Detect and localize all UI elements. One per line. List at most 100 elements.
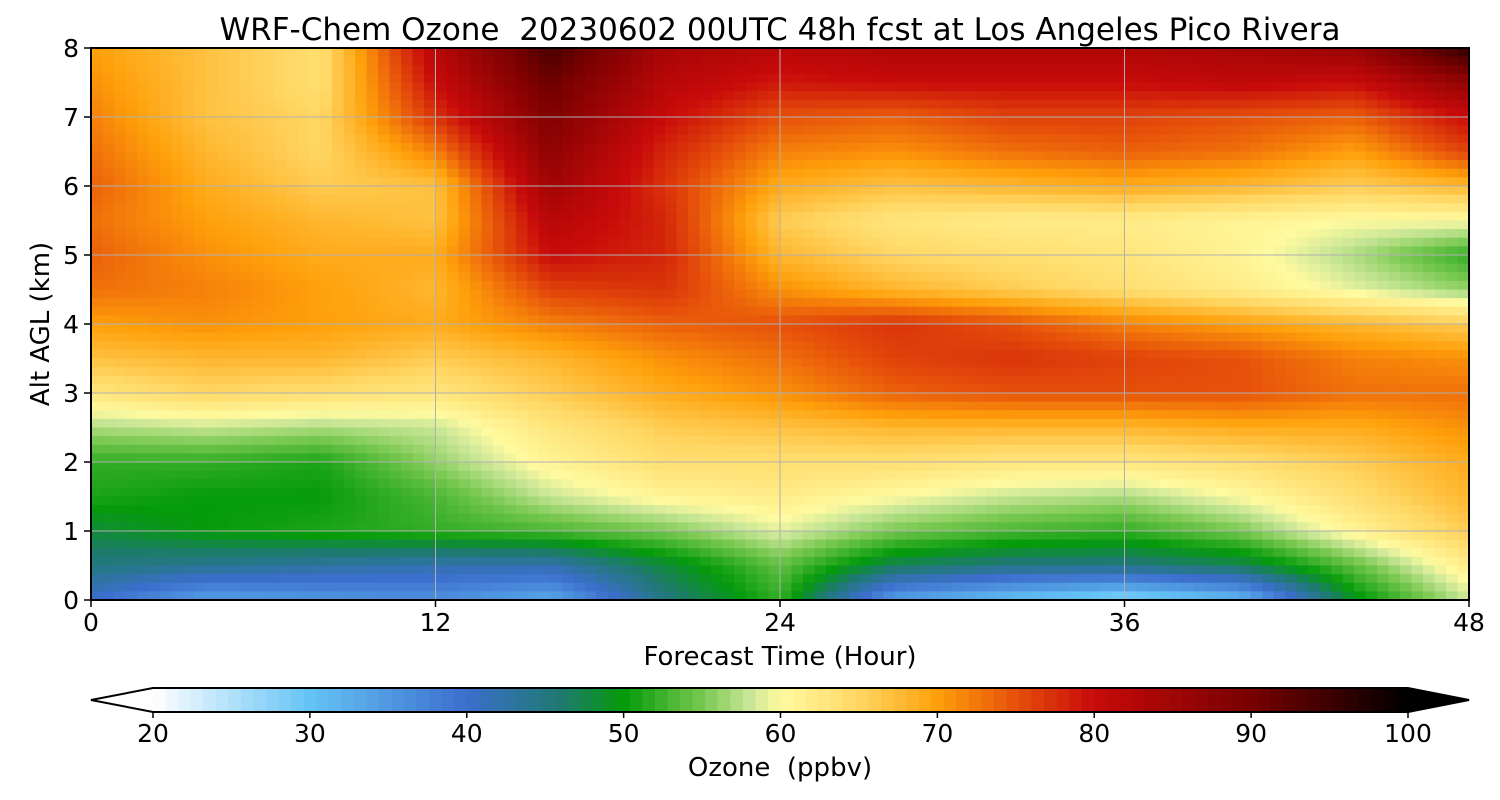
heatmap-cell [860, 280, 873, 291]
heatmap-cell [573, 280, 586, 291]
heatmap-cell [952, 134, 965, 144]
heatmap-cell [1044, 289, 1057, 299]
heatmap-cell [412, 255, 425, 265]
heatmap-cell [228, 168, 241, 178]
heatmap-cell [1457, 108, 1469, 118]
heatmap-cell [1135, 280, 1149, 291]
heatmap-cell [848, 229, 861, 239]
heatmap-cell [952, 48, 965, 58]
heatmap-cell [102, 142, 115, 153]
heatmap-cell [1193, 315, 1206, 325]
heatmap-cell [1273, 255, 1286, 265]
heatmap-cell [274, 125, 287, 135]
heatmap-cell [619, 91, 632, 101]
heatmap-cell [722, 358, 735, 368]
heatmap-cell [1170, 56, 1183, 66]
heatmap-cell [1365, 263, 1378, 273]
heatmap-cell [1388, 142, 1401, 153]
heatmap-cell [527, 134, 540, 144]
heatmap-cell [205, 384, 218, 394]
heatmap-cell [642, 117, 655, 127]
heatmap-cell [734, 73, 747, 84]
heatmap-cell [309, 82, 322, 92]
heatmap-cell [722, 401, 735, 411]
heatmap-cell [1227, 211, 1240, 222]
heatmap-cell [446, 393, 460, 403]
heatmap-cell [378, 91, 391, 101]
heatmap-cell [401, 91, 414, 101]
heatmap-cell [722, 99, 735, 109]
heatmap-cell [860, 384, 873, 394]
heatmap-cell [366, 393, 379, 403]
heatmap-cell [825, 56, 839, 66]
heatmap-cell [711, 186, 724, 196]
heatmap-cell [722, 65, 735, 75]
heatmap-cell [952, 151, 965, 161]
heatmap-cell [825, 367, 839, 377]
heatmap-cell [1044, 117, 1057, 127]
heatmap-cell [538, 211, 551, 222]
heatmap-cell [584, 203, 597, 213]
heatmap-cell [113, 375, 127, 385]
heatmap-cell [1411, 125, 1424, 135]
heatmap-cell [975, 56, 988, 66]
heatmap-cell [469, 255, 483, 265]
heatmap-cell [1227, 315, 1240, 325]
heatmap-cell [263, 324, 276, 334]
heatmap-cell [297, 229, 310, 239]
heatmap-cell [171, 160, 184, 170]
heatmap-cell [1239, 298, 1252, 308]
heatmap-cell [952, 203, 965, 213]
heatmap-cell [1009, 203, 1022, 213]
heatmap-cell [492, 246, 505, 256]
heatmap-cell [963, 298, 976, 308]
heatmap-cell [837, 151, 850, 161]
heatmap-cell [929, 229, 942, 239]
heatmap-cell [550, 134, 563, 144]
heatmap-cell [1400, 142, 1413, 153]
heatmap-cell [1285, 134, 1298, 144]
heatmap-cell [205, 142, 218, 153]
heatmap-cell [1090, 289, 1103, 299]
heatmap-cell [492, 272, 505, 282]
heatmap-cell [481, 401, 494, 411]
heatmap-cell [573, 220, 586, 230]
heatmap-cell [240, 401, 253, 411]
heatmap-cell [952, 280, 965, 291]
heatmap-cell [435, 375, 448, 385]
heatmap-cell [894, 298, 907, 308]
heatmap-cell [986, 358, 999, 368]
heatmap-cell [1124, 73, 1137, 84]
heatmap-cell [963, 220, 976, 230]
heatmap-cell [561, 177, 574, 187]
heatmap-cell [837, 194, 850, 204]
heatmap-cell [711, 134, 724, 144]
heatmap-cell [1285, 125, 1298, 135]
heatmap-cell [848, 272, 861, 282]
heatmap-cell [435, 315, 448, 325]
heatmap-cell [665, 229, 678, 239]
heatmap-cell [1044, 272, 1057, 282]
heatmap-cell [630, 125, 643, 135]
heatmap-cell [1423, 324, 1436, 334]
heatmap-cell [424, 367, 437, 377]
heatmap-cell [848, 142, 861, 153]
heatmap-cell [355, 229, 368, 239]
heatmap-cell [171, 401, 184, 411]
heatmap-cell [1262, 186, 1275, 196]
heatmap-cell [1021, 65, 1034, 75]
heatmap-cell [446, 177, 460, 187]
heatmap-cell [1067, 99, 1080, 109]
heatmap-cell [1400, 349, 1413, 360]
heatmap-cell [722, 108, 735, 118]
heatmap-cell [389, 73, 402, 84]
heatmap-cell [1342, 48, 1355, 58]
heatmap-cell [274, 194, 287, 204]
heatmap-cell [378, 332, 391, 342]
heatmap-cell [1078, 91, 1091, 101]
heatmap-cell [286, 358, 299, 368]
heatmap-cell [1147, 298, 1160, 308]
heatmap-cell [791, 168, 804, 178]
heatmap-cell [573, 117, 586, 127]
heatmap-cell [768, 263, 781, 273]
